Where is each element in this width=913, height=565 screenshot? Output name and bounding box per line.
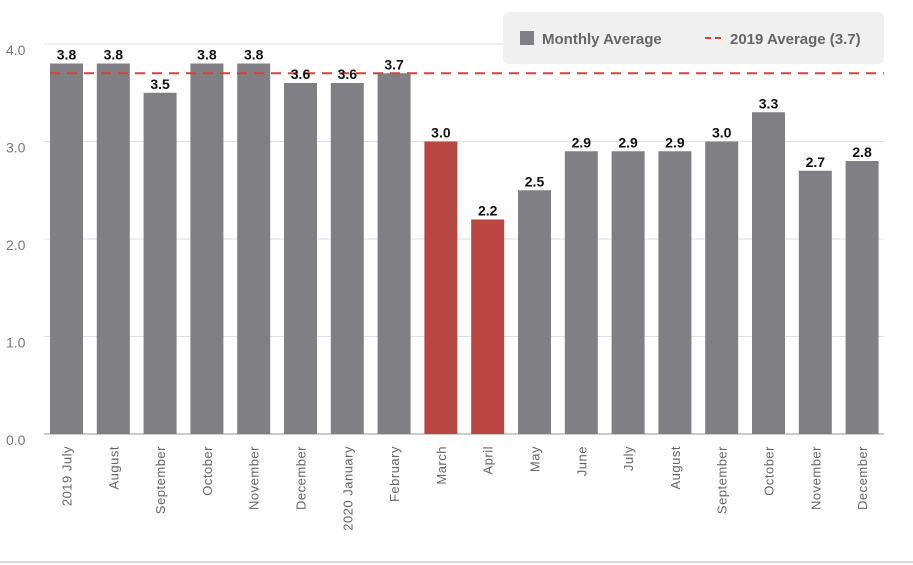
data-label: 3.7 xyxy=(384,56,404,72)
data-label: 3.0 xyxy=(431,125,451,141)
bar xyxy=(377,73,411,434)
x-tick-label: February xyxy=(387,446,402,502)
x-tick-label: October xyxy=(200,446,215,496)
data-label: 2.5 xyxy=(525,173,545,189)
bar xyxy=(705,141,739,434)
y-tick-label: 3.0 xyxy=(6,140,26,156)
y-tick-label: 0.0 xyxy=(6,432,26,448)
data-label: 2.9 xyxy=(572,134,592,150)
data-label: 3.8 xyxy=(244,47,264,63)
bar xyxy=(798,170,832,434)
bar xyxy=(284,83,317,434)
data-label: 2.2 xyxy=(478,203,498,219)
bar xyxy=(845,161,879,434)
bar xyxy=(564,151,598,434)
bar xyxy=(143,92,177,434)
data-label: 3.8 xyxy=(197,47,217,63)
data-label: 3.8 xyxy=(57,47,77,63)
x-tick-label: April xyxy=(481,446,496,475)
bar xyxy=(752,112,785,434)
y-tick-label: 4.0 xyxy=(6,42,26,58)
bars xyxy=(50,63,879,434)
y-tick-label: 2.0 xyxy=(6,237,26,253)
data-label: 3.5 xyxy=(150,76,170,92)
data-label: 2.9 xyxy=(665,134,685,150)
x-tick-label: November xyxy=(808,446,823,510)
x-tick-label: October xyxy=(762,446,777,496)
labels: 0.0 1.0 2.0 3.0 4.0 3.8 2019 July 3.8 August 3.5 S… xyxy=(6,42,872,531)
data-label: 3.0 xyxy=(712,125,732,141)
bar xyxy=(658,151,692,434)
legend-box xyxy=(503,12,884,64)
legend-swatch-monthly xyxy=(520,31,534,45)
bar xyxy=(518,190,551,434)
x-tick-label: December xyxy=(294,446,309,510)
x-tick-label: July xyxy=(621,446,636,471)
x-tick-label: 2019 July xyxy=(60,446,75,506)
x-tick-label: November xyxy=(247,446,262,510)
data-label: 3.6 xyxy=(338,66,358,82)
bar xyxy=(190,63,224,434)
data-label: 2.8 xyxy=(852,144,872,160)
bar xyxy=(611,151,645,434)
x-tick-label: September xyxy=(715,446,730,514)
bar xyxy=(96,63,130,434)
x-tick-label: August xyxy=(668,446,683,489)
bar xyxy=(330,83,364,434)
x-tick-label: June xyxy=(574,446,589,476)
bar xyxy=(50,63,83,434)
x-tick-label: May xyxy=(528,446,543,472)
data-label: 3.6 xyxy=(291,66,311,82)
gridlines xyxy=(44,43,884,435)
data-label: 2.7 xyxy=(806,154,826,170)
x-tick-label: September xyxy=(153,446,168,514)
data-label: 3.3 xyxy=(759,95,779,111)
legend-2019-average: 2019 Average (3.7) xyxy=(730,31,861,48)
data-label: 2.9 xyxy=(618,134,638,150)
x-tick-label: December xyxy=(855,446,870,510)
x-tick-label: March xyxy=(434,446,449,485)
legend-monthly-average: Monthly Average xyxy=(542,31,662,48)
bar xyxy=(237,63,271,434)
legend: Monthly Average 2019 Average (3.7) xyxy=(503,12,884,64)
x-tick-label: August xyxy=(106,446,121,489)
data-label: 3.8 xyxy=(104,47,124,63)
bar xyxy=(471,219,505,434)
y-tick-label: 1.0 xyxy=(6,335,26,351)
bar xyxy=(424,141,458,434)
x-tick-label: 2020 January xyxy=(340,446,355,531)
